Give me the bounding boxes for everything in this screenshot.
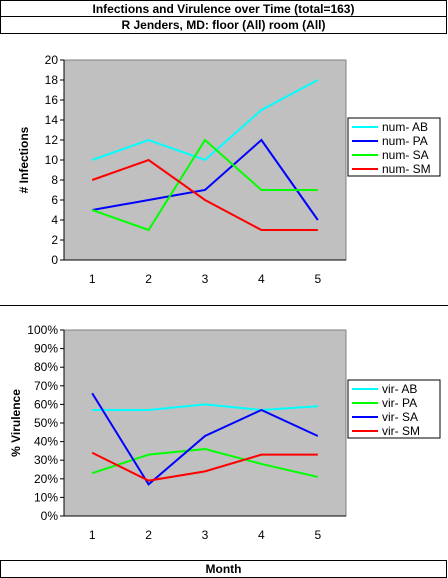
y-tick-label: 40%: [34, 435, 58, 449]
y-tick-label: 30%: [34, 453, 58, 467]
series-line: [91, 79, 319, 162]
y-tick-label: 70%: [34, 379, 58, 393]
legend-label: num- SM: [382, 162, 431, 176]
y-tick-label: 10%: [34, 490, 58, 504]
y-axis-label: % Virulence: [9, 389, 23, 457]
y-tick-label: 12: [45, 133, 59, 147]
legend-label: num- SA: [382, 148, 429, 162]
y-tick-label: 20: [45, 53, 59, 67]
chart-2: 0% 10% 20% 30% 40% 50% 60% 70% 80% 90% 100% 1 2 3 4 5 % …: [9, 323, 441, 542]
legend-label: vir- SM: [382, 424, 420, 438]
y-axis-label: # Infections: [17, 126, 31, 193]
chart-separator: [0, 305, 448, 306]
series-line: [91, 448, 319, 478]
y-tick-label: 6: [51, 193, 58, 207]
x-tick-label: 1: [89, 528, 96, 542]
y-tick-label: 4: [51, 213, 58, 227]
y-tick-label: 60%: [34, 397, 58, 411]
x-tick-label: 3: [202, 528, 209, 542]
y-tick-label: 100%: [27, 323, 58, 337]
plot-area: [63, 329, 347, 517]
y-tick-label: 2: [51, 233, 58, 247]
x-tick-label: 2: [145, 272, 152, 286]
x-tick-label: 5: [314, 528, 321, 542]
legend-label: vir- SA: [382, 410, 418, 424]
series-line: [92, 138, 319, 221]
y-tick-label: 80%: [34, 360, 58, 374]
x-tick-label: 4: [258, 272, 265, 286]
x-tick-label: 4: [258, 528, 265, 542]
y-tick-label: 18: [45, 73, 59, 87]
y-tick-label: 10: [45, 153, 59, 167]
y-tick-label: 0: [51, 253, 58, 267]
y-tick-label: 14: [45, 113, 59, 127]
y-tick-label: 20%: [34, 472, 58, 486]
legend-label: num- AB: [382, 120, 428, 134]
series-line: [91, 158, 318, 231]
legend-label: vir- PA: [382, 396, 417, 410]
series-line: [91, 451, 318, 482]
x-tick-label: 5: [314, 272, 321, 286]
series-line: [91, 138, 318, 232]
x-axis-label: Month: [0, 560, 447, 578]
series-line: [91, 392, 319, 486]
legend-label: num- PA: [382, 134, 428, 148]
y-tick-label: 90%: [34, 342, 58, 356]
chart-subtitle: R Jenders, MD: floor (All) room (All): [0, 16, 447, 34]
y-tick-label: 50%: [34, 416, 58, 430]
y-tick-label: 16: [45, 93, 59, 107]
legend-label: vir- AB: [382, 382, 417, 396]
series-line: [92, 403, 318, 411]
y-tick-label: 0%: [41, 509, 59, 523]
x-tick-label: 1: [89, 272, 96, 286]
x-tick-label: 2: [145, 528, 152, 542]
x-tick-label: 3: [202, 272, 209, 286]
y-tick-label: 8: [51, 173, 58, 187]
